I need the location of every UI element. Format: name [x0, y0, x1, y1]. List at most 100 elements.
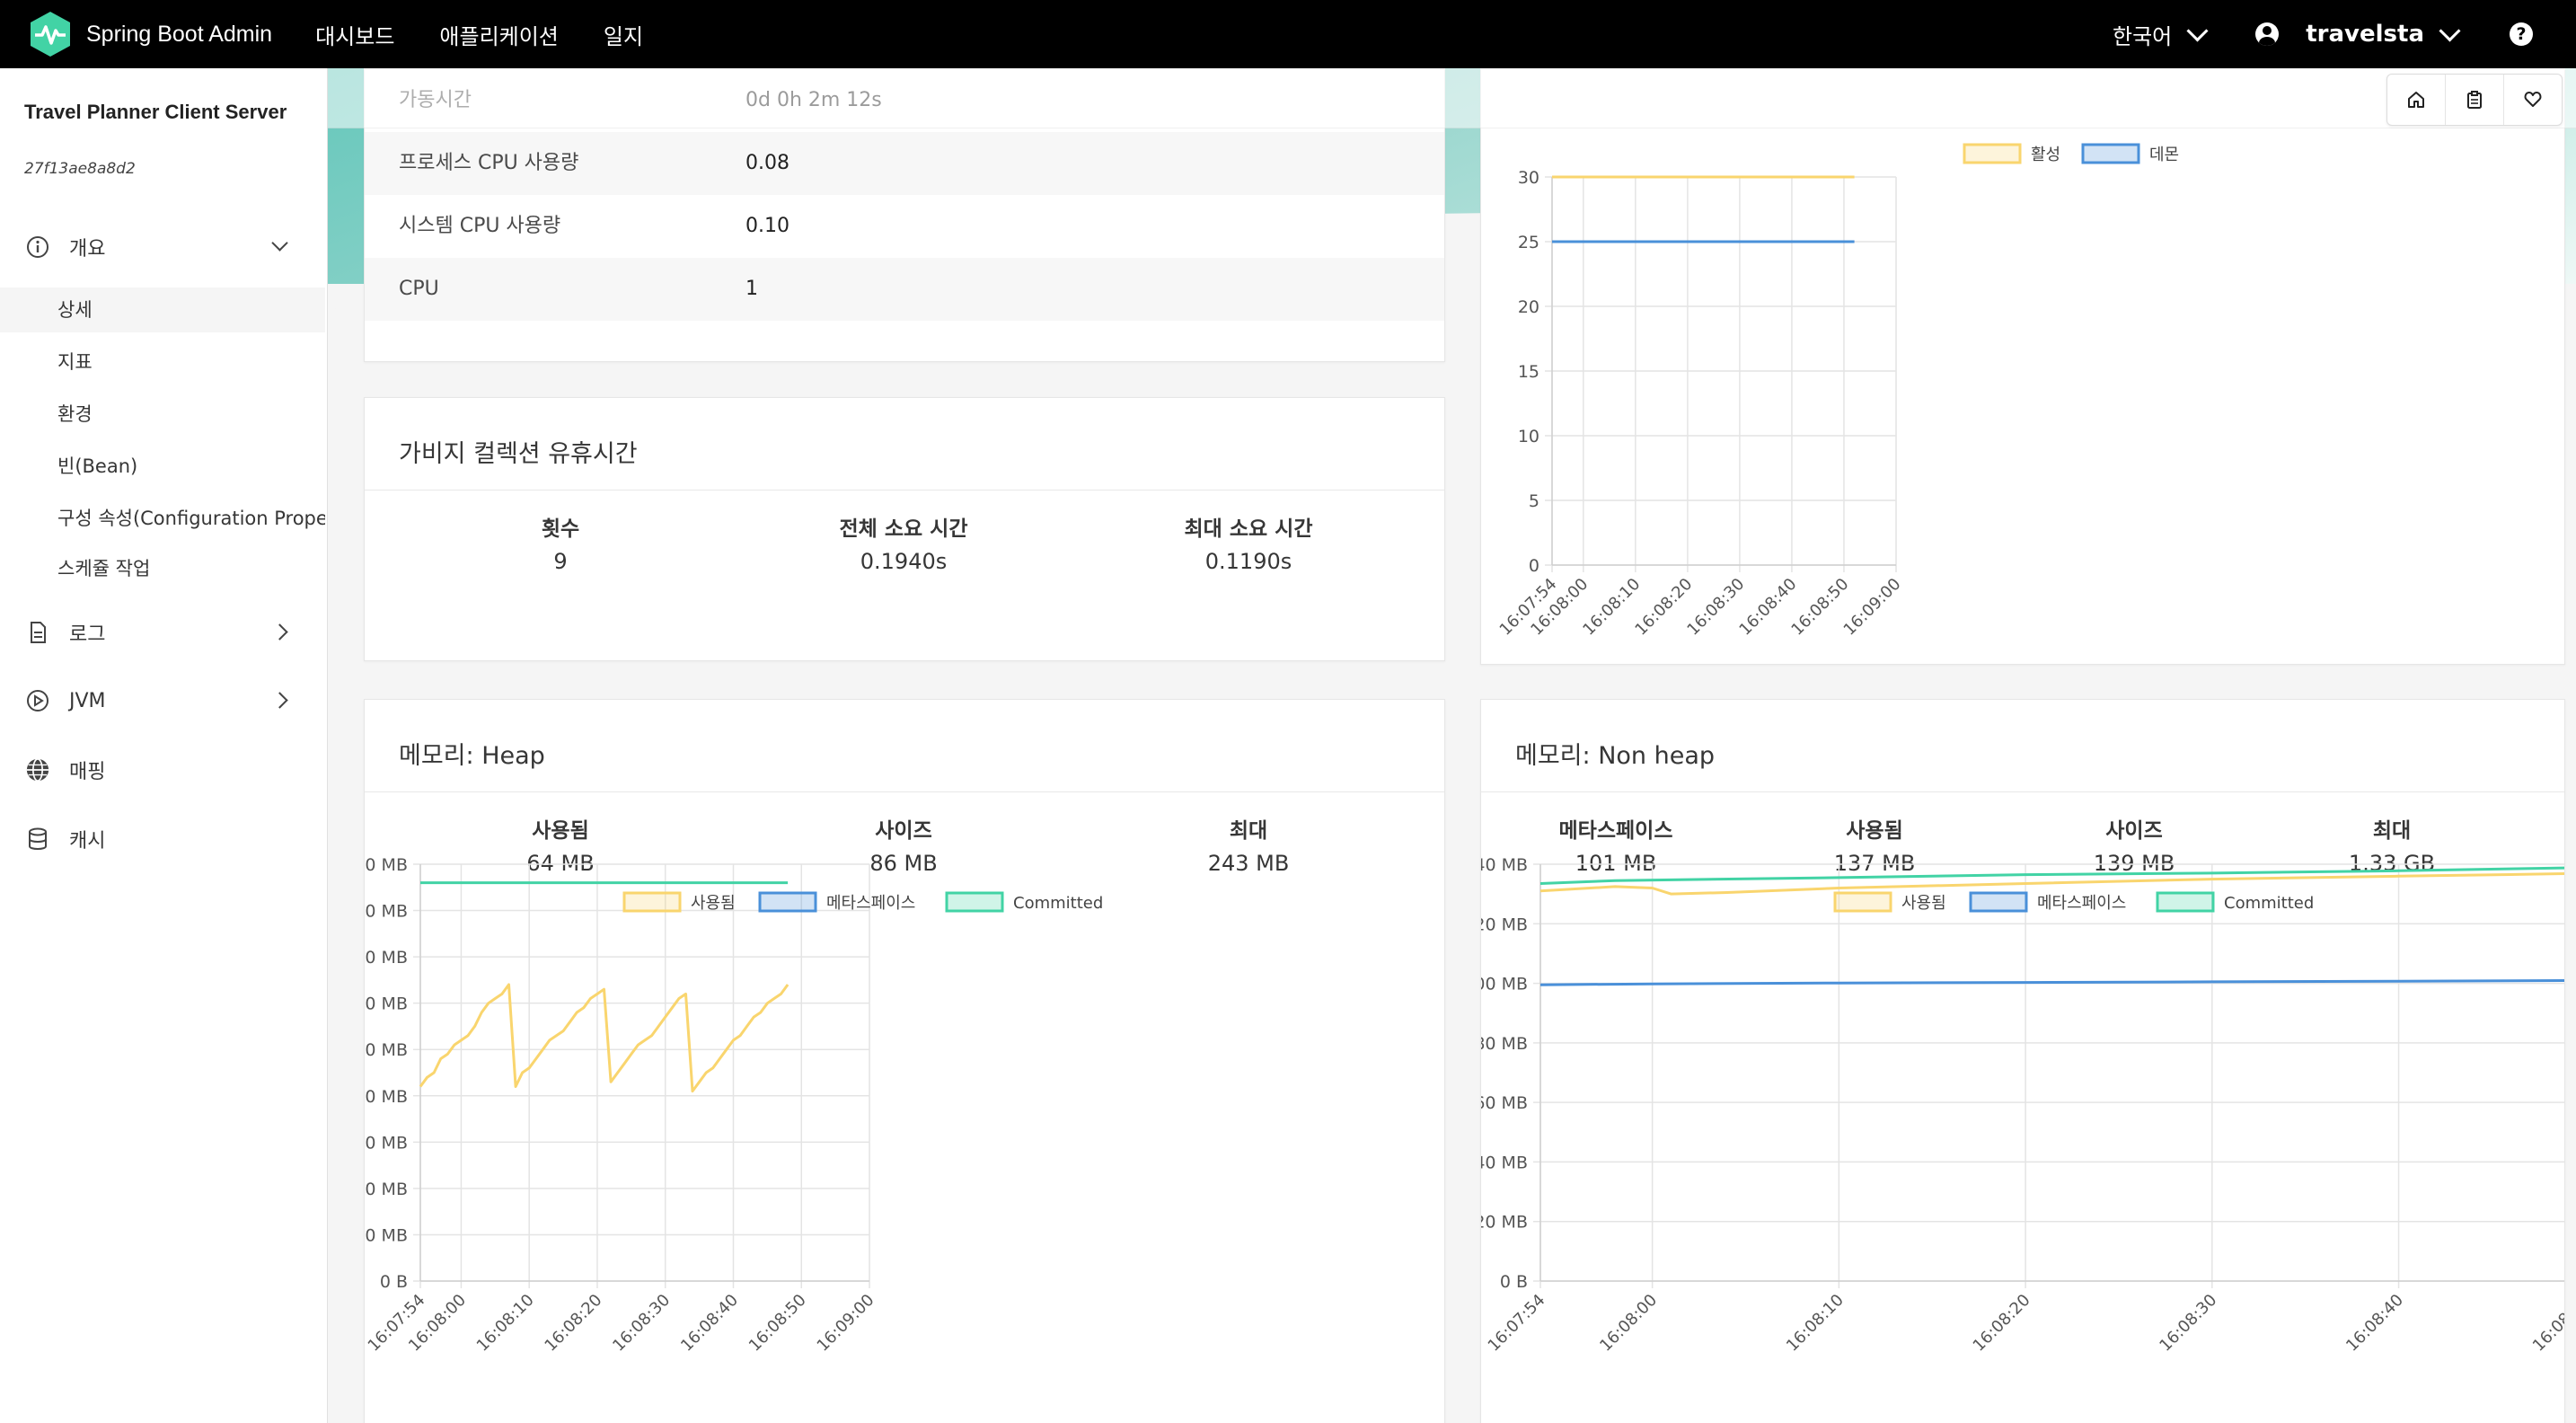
- x-tick-label: 16:08:10: [473, 1291, 538, 1356]
- x-tick-label: 16:09:00: [814, 1291, 878, 1356]
- sidebar-subitem-beans[interactable]: 빈(Bean): [57, 455, 138, 477]
- stat-label: 전체 소요 시간: [839, 517, 968, 541]
- sidebar-item-caches[interactable]: 캐시: [0, 817, 327, 862]
- x-tick-label: 16:08:10: [1783, 1291, 1848, 1356]
- sidebar-item-label: JVM: [69, 689, 106, 712]
- clipboard-icon: [2467, 91, 2482, 109]
- y-tick-label: 0: [1529, 556, 1539, 576]
- brand-name: Spring Boot Admin: [86, 21, 273, 47]
- help-icon[interactable]: ?: [2510, 22, 2533, 46]
- home-icon: [2408, 92, 2424, 108]
- y-tick-label: 140 MB: [1481, 855, 1528, 875]
- y-tick-label: 70 MB: [365, 948, 408, 968]
- home-button[interactable]: [2387, 75, 2446, 125]
- y-tick-label: 20: [1518, 297, 1539, 317]
- sidebar-item-label: 캐시: [69, 830, 106, 853]
- legend-label: 사용됨: [1901, 894, 1946, 913]
- series-line: [1539, 978, 2564, 986]
- stat-label: 최대: [2372, 819, 2412, 843]
- legend-label: Committed: [2224, 894, 2314, 913]
- y-tick-label: 0 B: [1500, 1272, 1528, 1292]
- y-tick-label: 80 MB: [1481, 1034, 1528, 1054]
- y-tick-label: 10: [1518, 427, 1539, 446]
- sidebar-item-label: 매핑: [69, 761, 106, 783]
- y-tick-label: 5: [1529, 491, 1539, 511]
- x-tick-label: 16:08:20: [541, 1291, 605, 1356]
- database-icon: [25, 826, 50, 852]
- y-tick-label: 15: [1518, 362, 1539, 382]
- y-tick-label: 60 MB: [1481, 1093, 1528, 1113]
- stat-value: 86 MB: [869, 851, 938, 876]
- sidebar-item-label: 로그: [69, 623, 106, 646]
- stat-value: 101 MB: [1575, 851, 1657, 876]
- x-tick-label: 16:08:20: [1970, 1291, 2034, 1356]
- legend-swatch: [1963, 143, 2022, 164]
- health-button[interactable]: [2504, 75, 2562, 125]
- gc-card: 가비지 컬렉션 유휴시간 횟수 9 전체 소요 시간 0.1940s 최대 소요…: [364, 397, 1445, 661]
- sidebar-item-jvm[interactable]: JVM: [0, 678, 327, 723]
- threads-card: 0 5 10 15 20 25 30 16:07:54 16:08:00 16:08:10 16:0…: [1480, 68, 2565, 665]
- x-tick-label: 16:08:40: [2342, 1291, 2407, 1356]
- nonheap-chart: 0 B 20 MB 40 MB 60 MB 80 MB 100 MB 120 MB 140 M…: [1481, 855, 2564, 1356]
- series-line: [1539, 866, 2564, 885]
- process-value: 0.08: [745, 152, 790, 174]
- legend-label: 사용됨: [691, 894, 736, 913]
- legend-swatch: [622, 891, 682, 913]
- y-tick-label: 25: [1518, 233, 1539, 252]
- legend-swatch: [1969, 891, 2028, 913]
- y-tick-label: 30 MB: [365, 1133, 408, 1153]
- nav-link-applications[interactable]: 애플리케이션: [439, 23, 559, 49]
- sidebar: Travel Planner Client Server 27f13ae8a8d…: [0, 68, 328, 1423]
- process-row: 프로세스 CPU 사용량 0.08: [365, 132, 1444, 195]
- sidebar-subitem-details[interactable]: 상세: [0, 287, 325, 332]
- legend-swatch: [945, 891, 1004, 913]
- stat-label: 메타스페이스: [1558, 819, 1673, 843]
- legend-swatch: [2156, 891, 2215, 913]
- legend-swatch: [2081, 143, 2140, 164]
- y-tick-label: 40 MB: [1481, 1153, 1528, 1172]
- sidebar-subitem-environment[interactable]: 환경: [57, 403, 93, 425]
- sidebar-item-logging[interactable]: 로그: [0, 610, 327, 655]
- clipboard-button[interactable]: [2446, 75, 2504, 125]
- app-name: Travel Planner Client Server: [24, 101, 287, 123]
- chevron-down-icon: [2439, 19, 2461, 42]
- stat-value: 64 MB: [526, 851, 595, 876]
- series-line: [419, 983, 790, 1093]
- x-tick-label: 16:08:50: [2529, 1291, 2564, 1356]
- y-tick-label: 50 MB: [365, 1040, 408, 1060]
- nonheap-stat-used: 사용됨 137 MB: [1740, 813, 2009, 876]
- sidebar-item-mappings[interactable]: 매핑: [0, 747, 327, 792]
- stat-value: 0.1940s: [860, 549, 948, 574]
- brand[interactable]: Spring Boot Admin: [27, 11, 272, 57]
- sidebar-subitem-scheduled-tasks[interactable]: 스케쥴 작업: [57, 558, 151, 579]
- stat-value: 243 MB: [1207, 851, 1290, 876]
- chevron-right-icon: [271, 692, 288, 709]
- language-select[interactable]: 한국어: [2113, 19, 2209, 50]
- stat-label: 최대: [1229, 819, 1268, 843]
- nav-link-journal[interactable]: 일지: [603, 23, 644, 49]
- stat-label: 횟수: [541, 517, 580, 541]
- threads-chart: 05101520253016:07:5416:08:0016:08:1016:0…: [1496, 143, 2179, 640]
- y-tick-label: 120 MB: [1481, 915, 1528, 934]
- stat-value: 9: [553, 549, 568, 574]
- legend-label: 활성: [2031, 146, 2060, 164]
- x-tick-label: 16:08:30: [609, 1291, 674, 1356]
- sidebar-subitem-metrics[interactable]: 지표: [57, 351, 93, 373]
- sidebar-item-overview[interactable]: 개요: [0, 225, 327, 270]
- instance-actions: [2386, 74, 2563, 126]
- legend-label: 메타스페이스: [826, 894, 915, 913]
- nonheap-stat-size: 사이즈 139 MB: [1999, 813, 2269, 876]
- x-tick-label: 16:08:00: [1596, 1291, 1661, 1356]
- nav-link-dashboard[interactable]: 대시보드: [315, 23, 395, 49]
- sidebar-subitem-configprops[interactable]: 구성 속성(Configuration Properties): [57, 508, 325, 529]
- stat-value: 137 MB: [1833, 851, 1916, 876]
- legend-label: 데몬: [2149, 146, 2179, 164]
- sidebar-item-label: 개요: [69, 238, 106, 261]
- x-tick-label: 16:08:40: [677, 1291, 742, 1356]
- globe-icon: [25, 757, 50, 782]
- user-menu[interactable]: travelsta: [2255, 19, 2461, 48]
- process-key: 시스템 CPU 사용량: [399, 215, 561, 237]
- heap-stat-max: 최대 243 MB: [1114, 813, 1383, 876]
- play-circle-icon: [25, 688, 50, 713]
- heap-stat-size: 사이즈 86 MB: [769, 813, 1038, 876]
